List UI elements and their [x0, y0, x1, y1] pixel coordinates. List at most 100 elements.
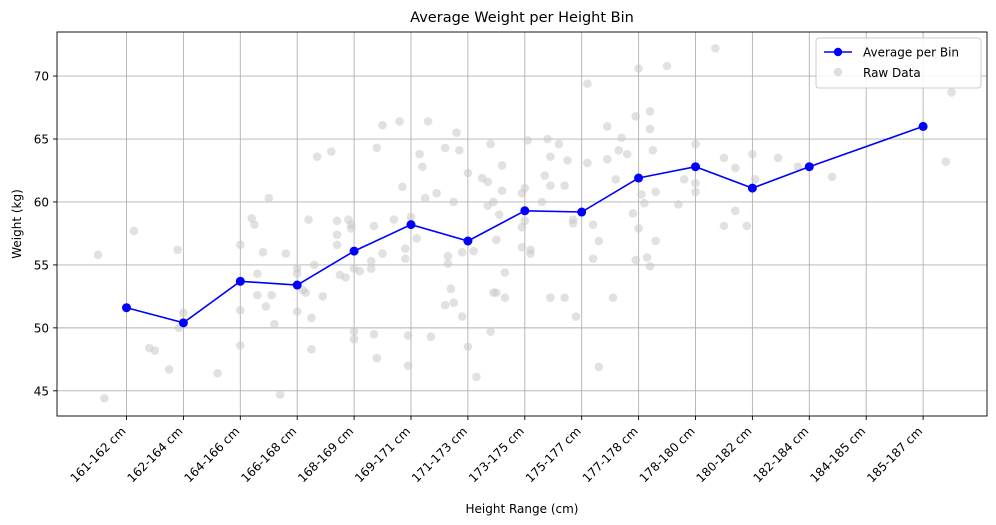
raw-data-point — [748, 149, 757, 159]
raw-data-point — [500, 268, 510, 277]
raw-data-point — [213, 368, 222, 378]
raw-data-point — [941, 157, 951, 166]
raw-data-point — [150, 346, 160, 355]
raw-data-point — [691, 178, 700, 188]
raw-data-point — [389, 215, 399, 224]
y-tick-label: 50 — [34, 321, 49, 335]
raw-data-point — [129, 226, 139, 236]
x-tick-label: 185-187 cm — [864, 424, 925, 485]
raw-data-point — [457, 312, 467, 321]
raw-data-point — [617, 133, 626, 143]
raw-data-point — [526, 249, 535, 258]
average-point — [634, 173, 644, 183]
raw-data-point — [628, 208, 638, 218]
x-tick-label: 164-166 cm — [181, 424, 242, 485]
raw-data-point — [369, 329, 379, 339]
raw-data-point — [492, 288, 501, 297]
raw-data-point — [432, 188, 441, 198]
raw-data-point — [332, 240, 342, 250]
raw-data-point — [426, 332, 436, 341]
raw-data-point — [631, 112, 641, 121]
raw-data-point — [486, 139, 495, 149]
raw-data-point — [588, 254, 598, 263]
raw-data-point — [546, 181, 555, 190]
x-tick-label: 177-178 cm — [580, 424, 641, 485]
x-tick-label: 180-182 cm — [694, 424, 755, 485]
raw-data-point — [583, 79, 592, 88]
raw-data-point — [443, 251, 453, 261]
average-point — [804, 162, 814, 172]
raw-data-point — [554, 139, 564, 149]
average-point — [292, 280, 302, 290]
raw-data-point — [403, 361, 413, 370]
raw-data-point — [267, 290, 276, 300]
raw-data-point — [543, 134, 552, 144]
raw-data-point — [423, 117, 433, 126]
x-tick-label: 182-184 cm — [750, 424, 811, 485]
raw-data-point — [253, 269, 262, 279]
raw-data-point — [327, 147, 336, 156]
raw-data-point — [312, 152, 322, 161]
x-axis-label: Height Range (cm) — [466, 502, 579, 516]
raw-data-point — [372, 353, 382, 363]
raw-data-point — [292, 269, 302, 279]
raw-data-point — [236, 341, 245, 350]
raw-data-point — [631, 255, 641, 265]
x-tick-label: 173-175 cm — [466, 424, 527, 485]
raw-data-point — [309, 260, 319, 270]
raw-data-point — [611, 175, 621, 184]
average-point — [178, 318, 188, 328]
raw-data-point — [651, 187, 660, 197]
x-tick-label: 178-180 cm — [637, 424, 698, 485]
raw-data-point — [292, 307, 302, 316]
raw-data-point — [594, 362, 604, 372]
y-axis-label: Weight (kg) — [10, 189, 24, 259]
raw-data-point — [440, 143, 450, 153]
raw-data-point — [301, 288, 311, 297]
x-tick-label: 162-164 cm — [125, 424, 186, 485]
x-tick-label: 171-173 cm — [409, 424, 470, 485]
raw-data-point — [662, 61, 672, 71]
raw-data-point — [173, 245, 183, 255]
y-tick-label: 55 — [34, 258, 49, 272]
raw-data-point — [486, 327, 495, 336]
raw-data-point — [355, 266, 365, 276]
raw-data-point — [446, 284, 456, 294]
raw-data-point — [349, 327, 359, 336]
raw-data-point — [472, 372, 481, 382]
raw-data-point — [571, 312, 581, 321]
y-tick-label: 70 — [34, 70, 49, 84]
raw-data-point — [372, 143, 382, 153]
raw-data-point — [179, 308, 188, 318]
raw-data-point — [546, 293, 555, 302]
raw-data-point — [452, 128, 461, 138]
raw-data-point — [603, 122, 612, 131]
raw-data-point — [93, 250, 103, 260]
raw-data-point — [719, 153, 729, 163]
plot-frame — [56, 31, 988, 417]
average-point — [122, 303, 131, 313]
raw-data-point — [691, 187, 700, 197]
y-tick-label: 60 — [34, 195, 49, 209]
raw-data-point — [494, 210, 504, 219]
raw-data-point — [648, 146, 658, 155]
raw-data-point — [731, 206, 740, 216]
raw-data-point — [583, 158, 592, 168]
average-point — [349, 246, 359, 256]
raw-data-point — [307, 344, 316, 354]
raw-data-point — [258, 248, 268, 257]
raw-data-point — [366, 264, 376, 273]
legend: Average per Bin Raw Data — [815, 37, 982, 89]
average-point — [577, 207, 587, 217]
raw-data-point — [449, 197, 458, 207]
x-tick-label: 168-169 cm — [295, 424, 356, 485]
raw-data-point — [398, 182, 407, 192]
raw-data-point — [645, 107, 655, 116]
raw-data-point — [639, 198, 649, 208]
raw-data-point — [603, 154, 612, 164]
raw-data-point — [341, 273, 350, 282]
raw-data-point — [250, 220, 259, 229]
raw-data-point — [483, 177, 493, 187]
average-point — [235, 276, 245, 286]
legend-average-marker-icon — [833, 47, 843, 57]
